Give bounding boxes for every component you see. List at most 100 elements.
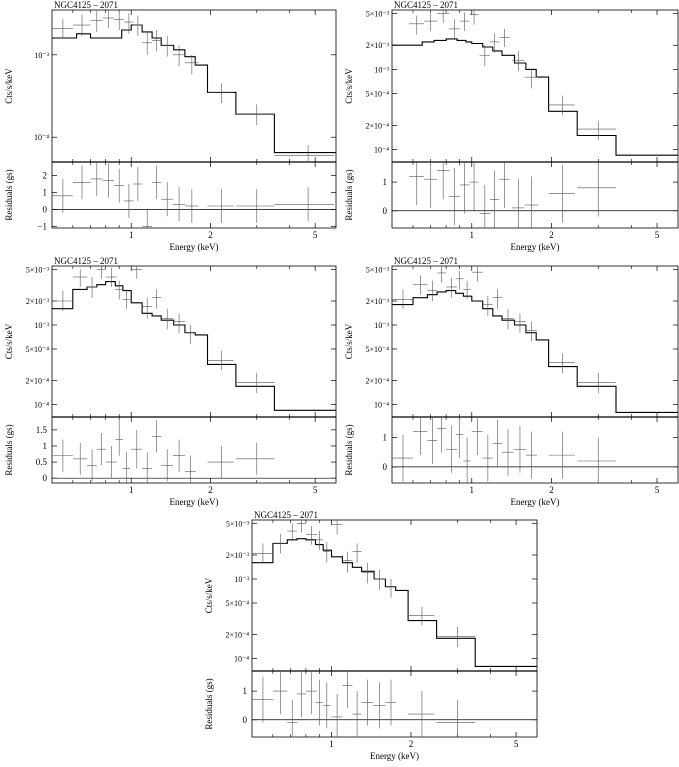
x-tick-label: 1 (129, 485, 134, 495)
data-point (463, 280, 471, 300)
residual-point (90, 162, 103, 196)
y-tick-label: 10⁻⁴ (34, 133, 49, 142)
residual-point (72, 442, 88, 475)
residual-point (513, 425, 526, 473)
data-point (446, 277, 458, 298)
top-plot-frame (391, 265, 679, 418)
residual-point (331, 693, 343, 737)
data-point (87, 277, 97, 298)
y-tick-label: 1 (383, 177, 388, 187)
data-point (172, 45, 185, 67)
x-tick-label: 1 (470, 485, 475, 495)
residual-point (315, 679, 324, 726)
data-point (296, 520, 306, 533)
data-point (525, 321, 537, 342)
residual-point (492, 419, 502, 467)
y-tick-label: 2×10⁻⁴ (365, 377, 389, 386)
residual-point (274, 187, 335, 222)
data-point (274, 145, 335, 162)
data-point (482, 296, 493, 316)
data-point (315, 531, 324, 551)
residual-point (172, 187, 185, 222)
residual-point (548, 431, 575, 479)
x-tick-label: 1 (470, 230, 475, 240)
residual-point (501, 428, 514, 476)
data-point (409, 15, 424, 35)
residual-point (235, 189, 275, 223)
y-tick-label: 0 (383, 206, 388, 216)
residual-point (161, 182, 173, 217)
data-point (142, 31, 153, 55)
residual-point (436, 699, 476, 737)
data-point (412, 275, 428, 295)
y-tick-label: 0 (43, 204, 48, 214)
data-point (548, 95, 575, 115)
y-tick-label: 2×10⁻³ (26, 297, 50, 306)
residual-point (133, 167, 143, 201)
data-point (131, 266, 143, 279)
data-point (361, 562, 374, 584)
model-step-line (52, 24, 336, 154)
residual-point (115, 420, 123, 456)
x-tick-label: 2 (549, 485, 554, 495)
data-point (90, 11, 103, 32)
top-plot-frame (391, 9, 679, 163)
data-point (471, 266, 483, 282)
y-tick-label: 5×10⁻⁴ (225, 599, 249, 608)
data-point (323, 542, 331, 563)
chart-panel-4: NGC4125 – 2071 1 2 5 Energy (keV) 5×10⁻³ 2×10⁻… (344, 256, 679, 507)
data-point (469, 10, 479, 25)
y-tick-label: 2×10⁻³ (366, 297, 390, 306)
y-tick-label: 10⁻⁴ (34, 401, 49, 410)
residual-point (305, 671, 317, 715)
x-tick-label: 1 (329, 739, 334, 749)
residual-point (385, 679, 397, 726)
residual-point (548, 164, 575, 223)
residual-point (207, 189, 234, 223)
residual-point (499, 162, 510, 208)
data-point (272, 533, 288, 554)
data-point (524, 69, 539, 89)
data-point (437, 266, 447, 283)
residual-point (361, 679, 374, 726)
top-plot-frame (51, 9, 337, 163)
data-point (577, 120, 616, 141)
residual-point (131, 429, 143, 469)
residual-point (87, 449, 97, 482)
residual-point (408, 691, 435, 737)
residual-point (161, 449, 173, 482)
y-tick-label: 0.5 (36, 457, 48, 467)
y-tick-label: 0 (383, 462, 388, 472)
y-tick-label: 5×10⁻⁴ (365, 345, 389, 354)
residual-point (471, 417, 483, 456)
residual-plot-frame (51, 416, 337, 484)
residual-point (207, 445, 234, 479)
data-point (287, 523, 297, 541)
residual-point (392, 434, 413, 482)
chart-title: NGC4125 – 2071 (254, 510, 318, 520)
y-tick-label: 2×10⁻⁴ (225, 631, 249, 640)
data-point (436, 626, 476, 648)
data-point (172, 313, 185, 333)
data-point (113, 11, 125, 31)
data-point (577, 372, 616, 394)
y-tick-label: 10⁻³ (234, 575, 249, 584)
residual-point (455, 417, 464, 459)
residual-point (512, 179, 525, 228)
y-tick-label: 5×10⁻⁴ (25, 345, 49, 354)
x-tick-label: 5 (514, 739, 519, 749)
y-tick-label: −1 (37, 221, 47, 231)
data-point (427, 280, 438, 302)
residual-point (152, 420, 162, 453)
y-tick-label: 2×10⁻³ (226, 551, 250, 560)
chart-panel-5: NGC4125 – 2071 1 2 5 Energy (keV) 5×10⁻³ 2×10⁻… (204, 510, 538, 761)
data-point (423, 13, 438, 32)
data-point (122, 289, 131, 309)
y-tick-label: 1 (243, 686, 248, 696)
data-point (455, 270, 464, 290)
residual-point (184, 455, 196, 483)
model-step-line (392, 38, 678, 156)
residual-point (373, 682, 386, 729)
residual-point (296, 671, 306, 717)
y-axis-label: Cts/s/keV (4, 323, 14, 359)
